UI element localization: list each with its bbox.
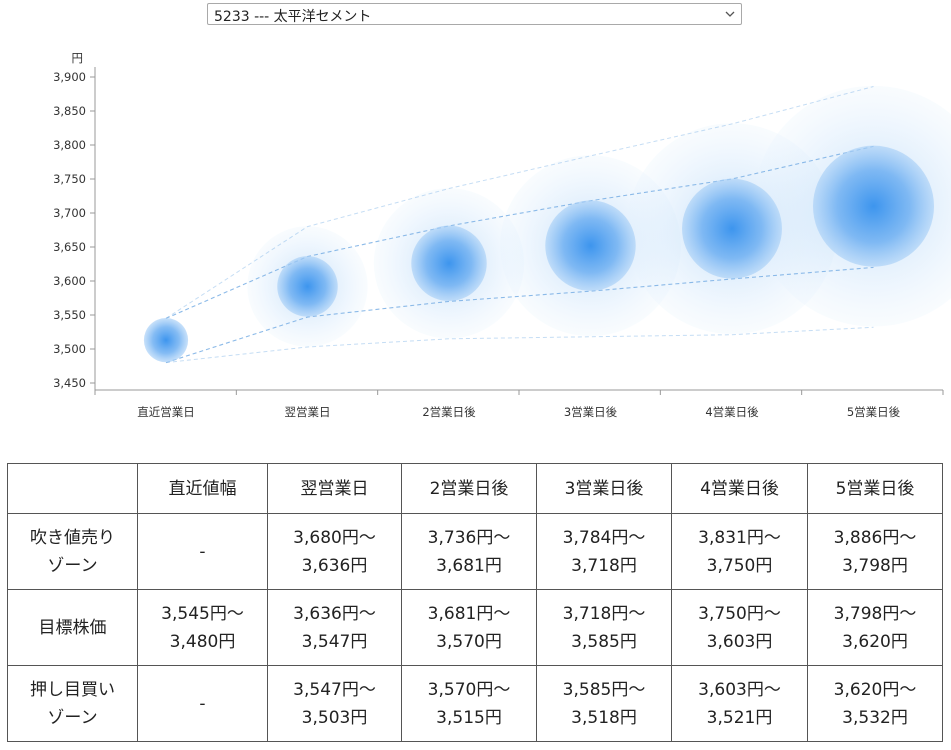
table-cell: - [137, 665, 268, 742]
table-cell: 3,545円～ 3,480円 [137, 589, 268, 666]
y-axis-unit: 円 [72, 51, 84, 65]
table-cell: 3,547円～ 3,503円 [267, 665, 402, 742]
table-header-cell: 2営業日後 [401, 463, 537, 514]
table-row: 吹き値売り ゾーン - 3,680円～ 3,636円 3,736円～ 3,681円 3… [7, 513, 943, 590]
y-tick-label: 3,450 [53, 376, 86, 390]
table-cell: 3,636円～ 3,547円 [267, 589, 402, 666]
row-label: 押し目買い ゾーン [7, 665, 138, 742]
range-line [165, 326, 874, 364]
table-header-cell: 4営業日後 [671, 463, 808, 514]
row-label: 目標株価 [7, 589, 138, 666]
table-cell: - [137, 513, 268, 590]
table-header-cell: 3営業日後 [536, 463, 672, 514]
y-tick-label: 3,700 [53, 206, 86, 220]
table-cell: 3,736円～ 3,681円 [401, 513, 537, 590]
table-cell: 3,570円～ 3,515円 [401, 665, 537, 742]
x-tick-label: 3営業日後 [564, 405, 618, 419]
table-header-row: 直近値幅 翌営業日 2営業日後 3営業日後 4営業日後 5営業日後 [7, 463, 943, 514]
table-cell: 3,680円～ 3,636円 [267, 513, 402, 590]
x-tick-label: 直近営業日 [137, 405, 195, 419]
y-tick-label: 3,600 [53, 274, 86, 288]
x-tick-label: 翌営業日 [285, 405, 331, 419]
table-header-cell: 直近値幅 [137, 463, 268, 514]
x-tick-label: 2営業日後 [422, 405, 476, 419]
y-tick-label: 3,900 [53, 70, 86, 84]
table-cell: 3,718円～ 3,585円 [536, 589, 672, 666]
x-tick-label: 5営業日後 [847, 405, 901, 419]
stock-select[interactable]: 5233 --- 太平洋セメント [207, 3, 742, 25]
forecast-chart: 円 3,450 3,500 3,550 3,600 3,650 3,700 3,750 3,80… [53, 51, 951, 419]
target-bubble [411, 225, 487, 302]
table-cell: 3,603円～ 3,521円 [671, 665, 808, 742]
table-header-cell: 5営業日後 [807, 463, 943, 514]
target-bubble [143, 318, 189, 363]
table-cell: 3,798円～ 3,620円 [807, 589, 943, 666]
y-tick-label: 3,500 [53, 342, 86, 356]
range-line [165, 266, 874, 364]
table-cell: 3,784円～ 3,718円 [536, 513, 672, 590]
table-header-cell [7, 463, 138, 514]
y-tick-label: 3,650 [53, 240, 86, 254]
y-tick-label: 3,550 [53, 308, 86, 322]
row-label: 吹き値売り ゾーン [7, 513, 138, 590]
table-cell: 3,831円～ 3,750円 [671, 513, 808, 590]
range-line [165, 145, 874, 319]
y-tick-label: 3,850 [53, 104, 86, 118]
target-bubble [545, 200, 636, 291]
chevron-down-icon [725, 11, 735, 17]
table-cell: 3,681円～ 3,570円 [401, 589, 537, 666]
target-bubble [812, 145, 935, 267]
stock-select-value: 5233 --- 太平洋セメント [214, 9, 372, 25]
table-row: 押し目買い ゾーン - 3,547円～ 3,503円 3,570円～ 3,515円 3… [7, 665, 943, 742]
zone-table: 直近値幅 翌営業日 2営業日後 3営業日後 4営業日後 5営業日後 吹き値売りゾ… [7, 463, 943, 742]
table-cell: 3,886円～ 3,798円 [807, 513, 943, 590]
target-bubble [277, 256, 338, 317]
y-tick-label: 3,750 [53, 172, 86, 186]
table-header-cell: 翌営業日 [267, 463, 402, 514]
table-cell: 3,620円～ 3,532円 [807, 665, 943, 742]
table-row: 目標株価 3,545円～ 3,480円 3,636円～ 3,547円 3,681円～… [7, 589, 943, 666]
target-bubble [682, 178, 782, 279]
x-tick-label: 4営業日後 [705, 405, 759, 419]
y-tick-label: 3,800 [53, 138, 86, 152]
table-cell: 3,585円～ 3,518円 [536, 665, 672, 742]
table-cell: 3,750円～ 3,603円 [671, 589, 808, 666]
range-line [165, 86, 874, 319]
